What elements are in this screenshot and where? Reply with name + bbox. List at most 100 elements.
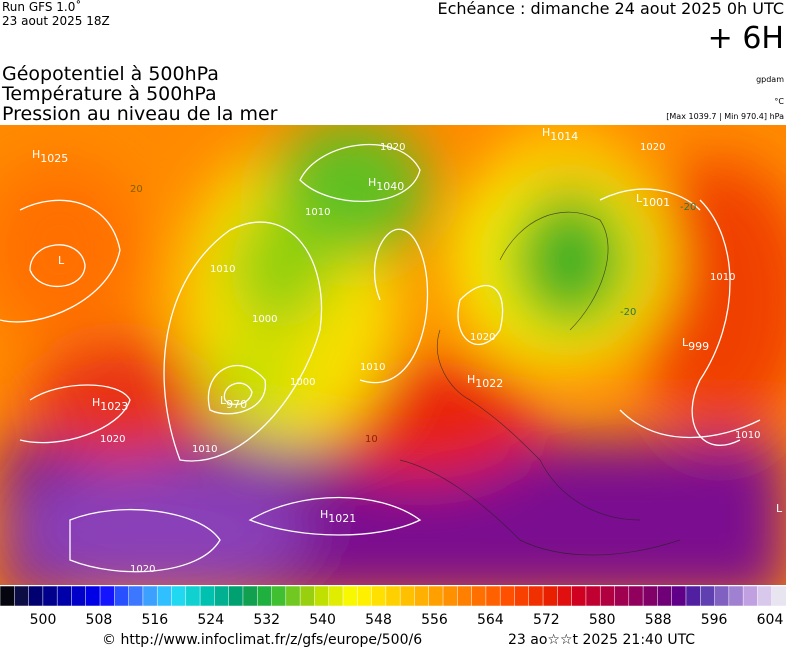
offset: + 6H [708,21,784,56]
pressure-center: L [58,254,65,267]
color-swatch [71,585,87,607]
contour-label: 1020 [100,434,125,445]
color-swatch [385,585,401,607]
pressure-center: L1001 [636,192,670,209]
colorbar-label: 508 [86,612,113,628]
run-date: 23 aout 2025 18Z [2,14,110,28]
color-swatch [285,585,301,607]
colorbar-label: 548 [365,612,392,628]
pressure-center: L970 [220,394,247,411]
colorbar-label: 564 [477,612,504,628]
color-swatch [271,585,287,607]
color-swatch [128,585,144,607]
pressure-center: L999 [682,336,709,353]
color-swatch [85,585,101,607]
color-swatch [628,585,644,607]
pressure-center: H1022 [467,373,503,390]
color-swatch [428,585,444,607]
color-swatch [171,585,187,607]
pressure-center: L [776,502,783,515]
color-swatch [742,585,759,607]
color-swatch [528,585,544,607]
contour-label: 1010 [210,264,235,275]
colorbar-label: 596 [701,612,728,628]
color-swatch [557,585,573,607]
colorbar: 500 508 516 524 532 540 548 556 564 572 580 588 596 6… [0,585,786,628]
colorbar-label: 556 [421,612,448,628]
color-swatch [757,585,773,607]
color-swatch [714,585,730,607]
colorbar-label: 588 [645,612,672,628]
contour-label: 1000 [290,377,315,388]
source-url: © http://www.infoclimat.fr/z/gfs/europe/… [102,632,422,648]
color-swatch [485,585,501,607]
color-swatch [256,585,273,607]
contour-label: 20 [130,184,143,195]
pressure-range: [Max 1039.7 | Min 970.4] hPa [666,112,784,121]
contour-label: 1020 [470,332,495,343]
colorbar-label: 532 [253,612,280,628]
color-swatch [99,585,116,607]
colorbar-label: 540 [309,612,336,628]
colorbar-label: 580 [589,612,616,628]
pressure-center: H1023 [92,396,128,413]
color-swatch [685,585,702,607]
title-line: Pression au niveau de la mer [2,103,278,125]
pressure-center: H1014 [542,126,578,143]
color-swatch [642,585,659,607]
color-swatch [357,585,373,607]
color-swatch [657,585,673,607]
color-swatch [414,585,430,607]
contour-label: 1000 [252,314,277,325]
color-swatch [28,585,44,607]
color-swatch [314,585,330,607]
color-swatch [371,585,387,607]
color-swatch [457,585,473,607]
color-swatch [614,585,630,607]
unit: °C [774,97,784,106]
contour-label: 1010 [710,272,735,283]
color-swatch [771,585,786,607]
colorbar-label: 604 [757,612,784,628]
color-swatch [156,585,173,607]
contour-label: 1010 [360,362,385,373]
contour-label: 10 [365,434,378,445]
color-swatch [199,585,216,607]
unit: gpdam [756,75,784,84]
color-swatch [671,585,687,607]
colorbar-label: 524 [197,612,224,628]
color-swatch [442,585,459,607]
color-swatch [542,585,559,607]
color-swatch [471,585,487,607]
run-label: Run GFS 1.0˚ [2,0,81,14]
color-swatch [14,585,30,607]
contour-label: 1010 [192,444,217,455]
color-swatch [499,585,516,607]
color-swatch [399,585,416,607]
pressure-center: H1040 [368,176,404,193]
contour-label: -20 [620,307,636,318]
color-swatch [299,585,316,607]
pressure-center: H1025 [32,148,68,165]
colorbar-label: 516 [141,612,168,628]
color-swatch [342,585,359,607]
color-swatch [0,585,16,607]
timestamp: 23 ao☆☆t 2025 21:40 UTC [508,632,695,648]
color-swatch [599,585,616,607]
contour-label: 1010 [735,430,760,441]
colorbar-label: 500 [30,612,57,628]
color-swatch [585,585,601,607]
echeance: Echéance : dimanche 24 aout 2025 0h UTC [437,0,784,18]
colorbar-label: 572 [533,612,560,628]
color-swatch [185,585,201,607]
contour-label: 1010 [305,207,330,218]
color-swatch [42,585,58,607]
color-swatch [571,585,587,607]
color-swatch [514,585,530,607]
color-swatch [56,585,73,607]
color-swatch [728,585,744,607]
contour-label: 1020 [640,142,665,153]
contour-label: -20 [680,202,696,213]
